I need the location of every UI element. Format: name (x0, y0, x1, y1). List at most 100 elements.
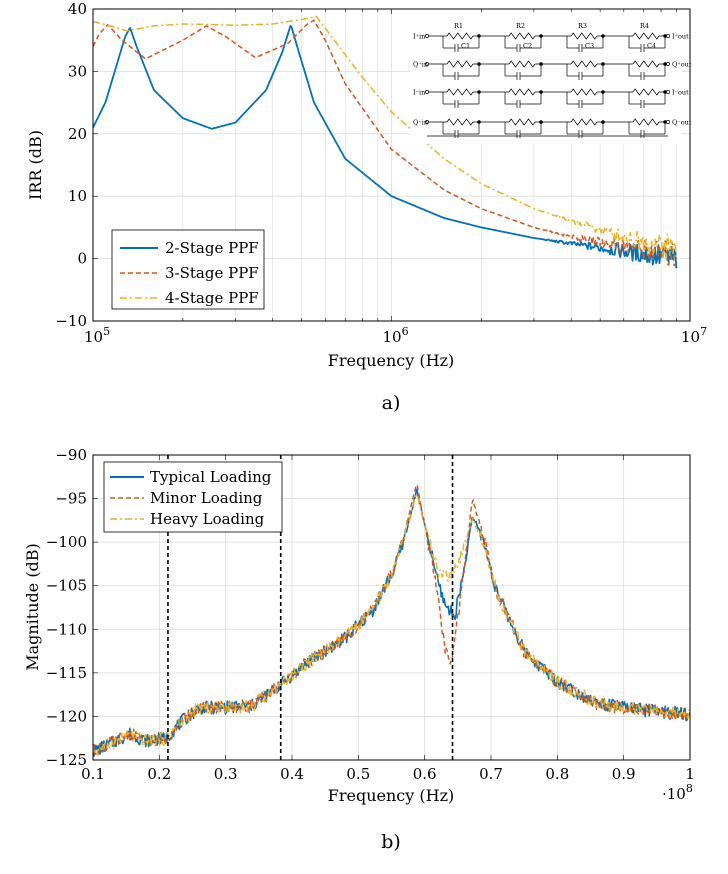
schem-row-label-right: I⁻out (672, 89, 689, 97)
legend-label-2-stage: 2-Stage PPF (165, 239, 259, 257)
schem-resistor (570, 32, 598, 40)
schem-row-label-left: I⁺in (413, 33, 425, 41)
schem-resistor (632, 60, 660, 68)
x-tick-exp: 5 (103, 325, 110, 338)
schem-port (425, 90, 429, 94)
y-tick-label: −105 (46, 577, 87, 595)
schem-capacitor-label: C3 (585, 42, 594, 50)
magnitude-ticks: 0.1 0.2 0.3 0.4 0.5 0.6 0.7 0.8 0.9 1 −125 −120 −115… (46, 446, 695, 783)
x-tick-label: 0.9 (612, 765, 636, 783)
schem-resistor (632, 32, 660, 40)
schem-resistor (508, 60, 536, 68)
schem-resistor (570, 88, 598, 96)
schem-capacitor-label: C2 (523, 42, 532, 50)
x-tick-label: 0.4 (280, 765, 304, 783)
x-tick-base: 10 (383, 328, 402, 346)
schem-row-label-left: Q⁺in (413, 61, 428, 69)
x-tick-exp: 7 (700, 325, 707, 338)
x-tick-base: 10 (681, 328, 700, 346)
y-tick-label: 10 (68, 187, 87, 205)
x-multiplier-exp: 8 (686, 782, 693, 795)
schem-port (666, 120, 670, 124)
schem-row-label-left: I⁻in (413, 89, 425, 97)
schem-resistor (570, 118, 598, 126)
magnitude-series-group (93, 484, 690, 757)
schem-resistor (508, 32, 536, 40)
magnitude-plot-frame (92, 454, 691, 761)
magnitude-chart: 0.1 0.2 0.3 0.4 0.5 0.6 0.7 0.8 0.9 1 −125 −120 −115… (23, 446, 695, 853)
x-tick-label: 0.1 (81, 765, 105, 783)
magnitude-legend: Typical Loading Minor Loading Heavy Load… (103, 461, 283, 533)
schem-row-label-right: Q⁺out (672, 61, 692, 69)
x-multiplier: ·108 (662, 782, 693, 803)
y-tick-label: −10 (55, 312, 87, 330)
irr-legend: 2-Stage PPF 3-Stage PPF 4-Stage PPF (111, 229, 265, 310)
y-tick-label: −125 (46, 751, 87, 769)
y-tick-label: −110 (46, 620, 87, 638)
series-line-4-stage-ppf (93, 15, 678, 260)
schem-row-label-right: Q⁻out (672, 119, 692, 127)
x-tick-label: 0.8 (545, 765, 569, 783)
irr-legend-box (111, 229, 265, 310)
x-tick-base: 10 (84, 328, 103, 346)
y-tick-label: −100 (46, 533, 87, 551)
x-tick-label: 106 (383, 325, 409, 346)
y-tick-label: 20 (68, 125, 87, 143)
magnitude-y-axis-label: Magnitude (dB) (23, 543, 42, 671)
x-tick-label: 0.7 (479, 765, 503, 783)
x-tick-exp: 6 (402, 325, 409, 338)
irr-series-group (93, 15, 678, 269)
x-tick-label: 105 (84, 325, 110, 346)
legend-label-typical: Typical Loading (150, 468, 272, 486)
irr-x-axis-label: Frequency (Hz) (328, 351, 455, 370)
schem-port (425, 34, 429, 38)
x-tick-label: 0.6 (413, 765, 437, 783)
magnitude-legend-box (103, 461, 283, 533)
schem-resistor-label: R4 (640, 22, 649, 30)
schem-port (666, 62, 670, 66)
schem-port (425, 62, 429, 66)
schem-port (666, 90, 670, 94)
y-tick-label: 0 (77, 250, 87, 268)
x-tick-label: 0.2 (147, 765, 171, 783)
x-tick-label: 1 (685, 765, 695, 783)
y-tick-label: −120 (46, 707, 87, 725)
schem-row-label-right: I⁺out (672, 33, 689, 41)
ppf-schematic-inset: I⁺in I⁺out Q⁺in Q⁺out I⁻in I⁻out Q⁻in Q⁻out R1 C1… (410, 16, 692, 144)
caption-a: a) (382, 392, 401, 414)
schem-resistor (632, 88, 660, 96)
schem-resistor (446, 88, 474, 96)
schem-port (666, 34, 670, 38)
legend-label-3-stage: 3-Stage PPF (165, 264, 259, 282)
irr-y-axis-label: IRR (dB) (26, 130, 45, 200)
legend-label-heavy: Heavy Loading (150, 510, 265, 528)
schem-resistor (508, 88, 536, 96)
schem-resistor-label: R2 (516, 22, 525, 30)
x-tick-label: 107 (681, 325, 707, 346)
magnitude-x-axis-label: Frequency (Hz) (328, 786, 455, 805)
x-tick-label: 0.3 (214, 765, 238, 783)
schem-resistor-label: R3 (578, 22, 587, 30)
schem-resistor (632, 118, 660, 126)
x-tick-label: 0.5 (346, 765, 370, 783)
y-tick-label: 40 (68, 0, 87, 18)
schem-row-label-left: Q⁻in (413, 119, 428, 127)
legend-label-4-stage: 4-Stage PPF (165, 289, 259, 307)
caption-b: b) (381, 831, 401, 853)
schem-resistor (446, 118, 474, 126)
y-tick-label: −115 (46, 664, 87, 682)
series-line-heavy-loading (93, 493, 690, 756)
y-tick-label: −90 (55, 446, 87, 464)
legend-label-minor: Minor Loading (150, 489, 263, 507)
series-line-2-stage-ppf (93, 24, 678, 269)
schem-resistor-label: R1 (454, 22, 463, 30)
schem-capacitor-label: C4 (647, 42, 656, 50)
schem-resistor (570, 60, 598, 68)
x-multiplier-base: ·10 (662, 785, 686, 803)
schem-resistor (446, 32, 474, 40)
y-tick-label: −95 (55, 490, 87, 508)
schem-port (425, 120, 429, 124)
